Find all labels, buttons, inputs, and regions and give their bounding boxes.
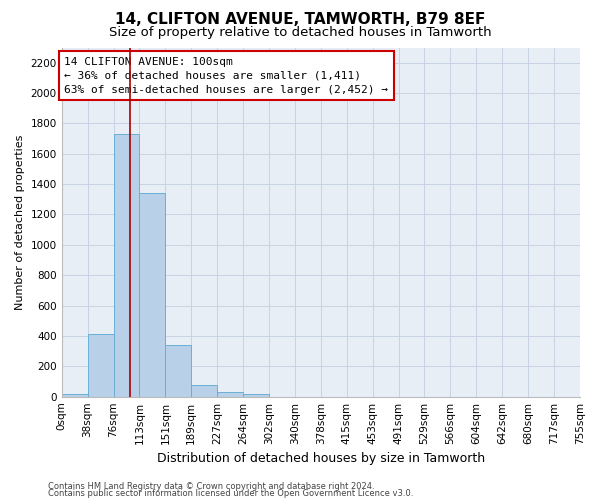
Text: 14 CLIFTON AVENUE: 100sqm
← 36% of detached houses are smaller (1,411)
63% of se: 14 CLIFTON AVENUE: 100sqm ← 36% of detac… bbox=[64, 56, 388, 94]
Text: Contains HM Land Registry data © Crown copyright and database right 2024.: Contains HM Land Registry data © Crown c… bbox=[48, 482, 374, 491]
Text: Contains public sector information licensed under the Open Government Licence v3: Contains public sector information licen… bbox=[48, 489, 413, 498]
Y-axis label: Number of detached properties: Number of detached properties bbox=[15, 134, 25, 310]
Bar bbox=[166, 345, 191, 397]
Bar bbox=[139, 193, 166, 396]
Text: 14, CLIFTON AVENUE, TAMWORTH, B79 8EF: 14, CLIFTON AVENUE, TAMWORTH, B79 8EF bbox=[115, 12, 485, 28]
Bar bbox=[243, 394, 269, 396]
Bar bbox=[113, 134, 139, 396]
X-axis label: Distribution of detached houses by size in Tamworth: Distribution of detached houses by size … bbox=[157, 452, 485, 465]
Text: Size of property relative to detached houses in Tamworth: Size of property relative to detached ho… bbox=[109, 26, 491, 39]
Bar bbox=[191, 386, 217, 396]
Bar bbox=[217, 392, 243, 396]
Bar bbox=[62, 394, 88, 396]
Bar bbox=[88, 334, 113, 396]
